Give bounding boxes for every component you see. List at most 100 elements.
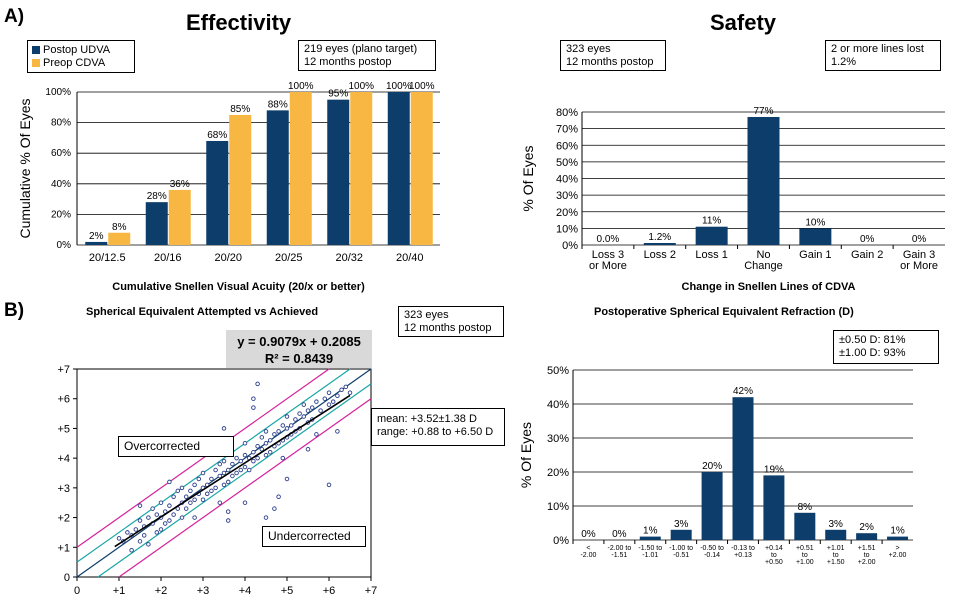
data-label: 68% xyxy=(207,130,227,141)
x-tick-label: +0.50 xyxy=(765,559,783,566)
data-point xyxy=(221,482,227,488)
data-point xyxy=(255,381,260,387)
data-point xyxy=(192,515,197,520)
data-point xyxy=(225,509,231,514)
data-point xyxy=(314,399,319,404)
x-tick-label: -2.00 to xyxy=(607,545,631,552)
data-point xyxy=(196,476,202,482)
x-tick-label: -1.00 to xyxy=(669,545,693,552)
effectivity-postop-text: 12 months postop xyxy=(304,56,392,68)
bar-cdva xyxy=(229,114,252,245)
scatter-postop-text: 12 months postop xyxy=(404,322,492,334)
data-label: 11% xyxy=(702,216,721,227)
data-point xyxy=(251,458,256,464)
legend-label-udva: Postop UDVA xyxy=(43,43,111,56)
data-point xyxy=(238,458,244,464)
data-point xyxy=(225,467,231,473)
data-point xyxy=(242,441,248,446)
y-tick-label: +1 xyxy=(57,542,70,554)
x-tick-label: +2.00 xyxy=(889,552,907,559)
x-tick-label: -1.51 xyxy=(611,552,627,559)
data-point xyxy=(125,530,130,535)
scatter-range-text: range: +0.88 to +6.50 D xyxy=(377,426,494,438)
bar xyxy=(763,475,785,540)
safety-lines-lost-value: 1.2% xyxy=(831,56,857,68)
data-point xyxy=(263,429,269,434)
data-label: 0% xyxy=(860,234,875,245)
x-tick-label: -1.01 xyxy=(642,552,658,559)
x-tick-label: 20/12.5 xyxy=(89,252,126,264)
data-point xyxy=(221,426,227,431)
data-point xyxy=(280,423,286,428)
data-point xyxy=(280,455,286,461)
data-point xyxy=(129,548,134,553)
x-tick-label: 20/25 xyxy=(275,252,303,264)
safety-eyes-text: 323 eyes xyxy=(566,43,611,55)
data-point xyxy=(217,500,223,505)
safety-lines-lost-text: 2 or more lines lost xyxy=(831,43,924,55)
data-label: 3% xyxy=(674,519,689,530)
x-tick-label: No xyxy=(756,249,770,261)
refraction-050-text: ±0.50 D: 81% xyxy=(839,334,906,346)
y-tick-label: +7 xyxy=(57,364,70,376)
data-point xyxy=(141,533,147,538)
x-tick-label: 20/20 xyxy=(214,252,242,264)
y-tick-label: 40% xyxy=(51,179,71,190)
x-tick-label: -2.00 xyxy=(580,552,596,559)
data-point xyxy=(192,497,197,502)
data-point xyxy=(309,405,315,410)
legend-item-cdva: Preop CDVA xyxy=(32,56,130,69)
y-tick-label: 0 xyxy=(64,572,70,584)
data-point xyxy=(179,515,185,520)
x-tick-label: 20/16 xyxy=(154,252,182,264)
data-point xyxy=(301,414,307,419)
refraction-chart: 0% 10% 20% 30% 40% 50% 0% <-2.00 0% -2.00 to-1.51… xyxy=(518,365,913,566)
data-label: 8% xyxy=(798,502,813,513)
data-point xyxy=(183,494,189,500)
data-point xyxy=(188,488,193,494)
safety-lines-lost-box: 2 or more lines lost 1.2% xyxy=(825,40,941,71)
x-tick-label: Gain 2 xyxy=(851,249,883,261)
y-tick-label: +3 xyxy=(57,483,70,495)
x-tick-label: Loss 2 xyxy=(644,249,676,261)
data-label: 100% xyxy=(288,81,314,92)
data-label: 10% xyxy=(805,217,825,228)
x-axis-title: Change in Snellen Lines of CDVA xyxy=(682,281,856,293)
data-point xyxy=(234,470,239,476)
scatter-mean-text: mean: +3.52±1.38 D xyxy=(377,413,477,425)
x-tick-label: Loss 3 xyxy=(592,249,624,261)
x-tick-label: +3 xyxy=(197,585,210,597)
data-point xyxy=(263,515,269,520)
data-point xyxy=(167,479,172,485)
data-label: 100% xyxy=(386,81,412,92)
data-label: 2% xyxy=(859,522,874,533)
bar-cdva xyxy=(350,92,373,245)
x-tick-label: to xyxy=(802,552,808,559)
data-point xyxy=(284,476,290,482)
data-point xyxy=(259,446,265,452)
data-point xyxy=(175,488,181,494)
data-point xyxy=(167,518,172,523)
scatter-eyes-text: 323 eyes xyxy=(404,309,449,321)
data-point xyxy=(137,503,143,508)
bar xyxy=(732,397,754,540)
effectivity-title: Effectivity xyxy=(186,10,292,35)
data-label: 2% xyxy=(89,231,104,242)
data-point xyxy=(335,393,340,398)
bar xyxy=(799,228,832,245)
data-label: 88% xyxy=(268,99,288,110)
data-point xyxy=(192,482,197,488)
data-point xyxy=(263,452,269,458)
data-point xyxy=(167,503,172,508)
bar xyxy=(639,536,661,540)
section-b-label: B) xyxy=(4,300,25,321)
data-point xyxy=(318,408,323,413)
safety-chart: 0%10%20%30%40%50%60%70%80%0.0%Loss 3or M… xyxy=(520,106,945,293)
data-label: 28% xyxy=(147,191,167,202)
x-tick-label: 20/40 xyxy=(396,252,424,264)
x-tick-label: Gain 3 xyxy=(903,249,935,261)
data-point xyxy=(339,387,344,393)
data-point xyxy=(238,467,244,473)
legend-label-cdva: Preop CDVA xyxy=(43,56,106,69)
